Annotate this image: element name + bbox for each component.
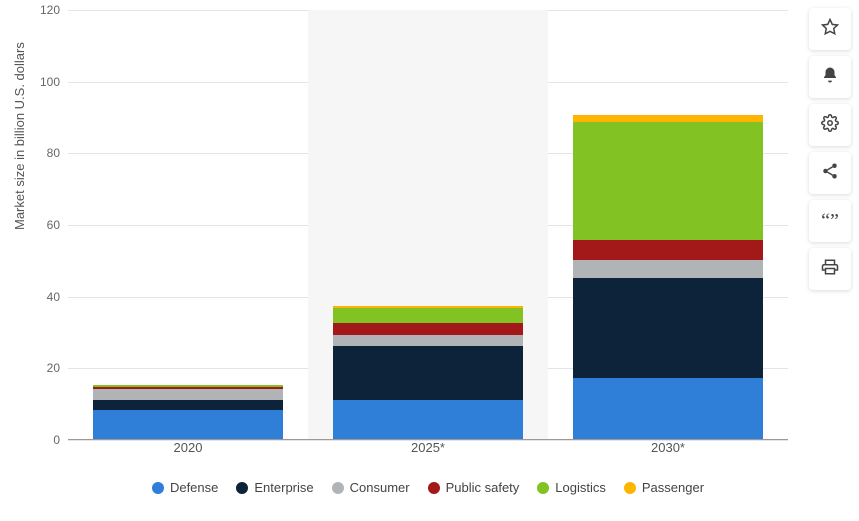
bar-segment[interactable]: [573, 260, 763, 278]
y-tick-label: 100: [28, 75, 68, 89]
legend-label: Enterprise: [254, 480, 313, 495]
bar-segment[interactable]: [333, 346, 523, 400]
legend-item[interactable]: Defense: [152, 480, 218, 495]
cite-button[interactable]: “”: [809, 200, 851, 242]
legend-swatch: [152, 482, 164, 494]
toolbar: “”: [809, 8, 851, 290]
legend-item[interactable]: Logistics: [537, 480, 606, 495]
gear-icon: [821, 114, 839, 137]
bar-segment[interactable]: [573, 278, 763, 378]
legend-label: Defense: [170, 480, 218, 495]
y-tick-label: 20: [28, 361, 68, 375]
legend-swatch: [428, 482, 440, 494]
favorite-button[interactable]: [809, 8, 851, 50]
x-tick-label: 2025*: [333, 440, 523, 455]
bar-segment[interactable]: [333, 400, 523, 439]
chart-container: Market size in billion U.S. dollars 0204…: [0, 0, 800, 521]
bar-segment[interactable]: [333, 308, 523, 322]
bar-segment[interactable]: [573, 115, 763, 122]
x-tick-label: 2030*: [573, 440, 763, 455]
legend-label: Public safety: [446, 480, 520, 495]
y-tick-label: 120: [28, 3, 68, 17]
legend-label: Consumer: [350, 480, 410, 495]
legend: Defense Enterprise Consumer Public safety Lo…: [68, 480, 788, 495]
bar-segment[interactable]: [573, 122, 763, 240]
bell-icon: [821, 66, 839, 89]
print-icon: [821, 258, 839, 281]
share-button[interactable]: [809, 152, 851, 194]
bar-segment[interactable]: [573, 378, 763, 439]
quote-icon: “”: [821, 211, 839, 232]
y-axis-label: Market size in billion U.S. dollars: [12, 42, 27, 230]
bar-segment[interactable]: [93, 387, 283, 389]
bar-segment[interactable]: [93, 385, 283, 387]
bar-segment[interactable]: [333, 335, 523, 346]
legend-label: Passenger: [642, 480, 704, 495]
y-tick-label: 60: [28, 218, 68, 232]
y-tick-label: 0: [28, 433, 68, 447]
bar-segment[interactable]: [93, 389, 283, 400]
legend-item[interactable]: Public safety: [428, 480, 520, 495]
bar-segment[interactable]: [93, 410, 283, 439]
bar-segment[interactable]: [573, 240, 763, 260]
print-button[interactable]: [809, 248, 851, 290]
star-icon: [821, 18, 839, 41]
y-tick-label: 40: [28, 290, 68, 304]
bar-segment[interactable]: [93, 400, 283, 411]
bar-segment[interactable]: [333, 323, 523, 336]
settings-button[interactable]: [809, 104, 851, 146]
notify-button[interactable]: [809, 56, 851, 98]
bar-segment[interactable]: [333, 306, 523, 308]
legend-label: Logistics: [555, 480, 606, 495]
legend-item[interactable]: Enterprise: [236, 480, 313, 495]
legend-item[interactable]: Passenger: [624, 480, 704, 495]
legend-item[interactable]: Consumer: [332, 480, 410, 495]
plot-area: 020406080100120: [68, 10, 788, 440]
legend-swatch: [537, 482, 549, 494]
x-tick-label: 2020: [93, 440, 283, 455]
legend-swatch: [332, 482, 344, 494]
legend-swatch: [236, 482, 248, 494]
share-icon: [821, 162, 839, 185]
y-tick-label: 80: [28, 146, 68, 160]
legend-swatch: [624, 482, 636, 494]
